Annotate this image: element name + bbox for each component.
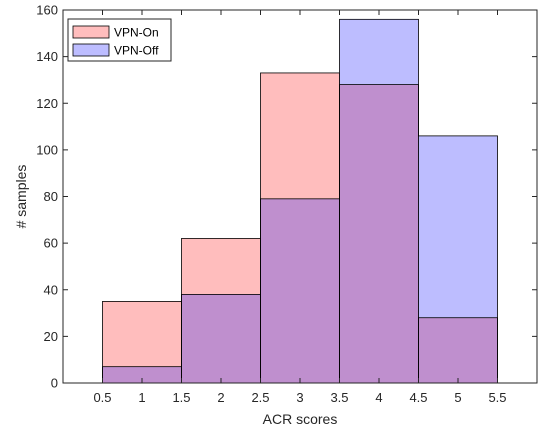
x-tick-label: 4.5	[409, 390, 427, 405]
bar-0-overlap	[102, 366, 182, 383]
y-tick-label: 80	[44, 189, 58, 204]
legend-swatch-vpn-on	[72, 25, 110, 39]
x-tick-label: 5.5	[488, 390, 506, 405]
x-tick-label: 5	[454, 390, 461, 405]
x-axis-label: ACR scores	[263, 411, 338, 427]
y-axis-label: # samples	[13, 165, 29, 229]
y-tick-label: 120	[36, 96, 58, 111]
legend: VPN-On VPN-Off	[67, 18, 172, 62]
bar-1-overlap	[181, 294, 261, 383]
legend-entry-vpn-off: VPN-Off	[114, 44, 159, 58]
bar-3-upper	[339, 19, 419, 85]
bar-4-upper	[418, 135, 498, 318]
x-tick-label: 1.5	[172, 390, 190, 405]
y-tick-label: 40	[44, 282, 58, 297]
x-tick-label: 2	[217, 390, 224, 405]
bar-2-upper	[260, 72, 340, 199]
bars-layer	[102, 18, 498, 384]
y-tick-label: 140	[36, 49, 58, 64]
y-tick-label: 160	[36, 3, 58, 18]
x-tick-label: 3	[296, 390, 303, 405]
x-tick-label: 3.5	[330, 390, 348, 405]
y-tick-label: 60	[44, 236, 58, 251]
x-tick-label: 1	[138, 390, 145, 405]
y-tick-label: 20	[44, 329, 58, 344]
bar-0-upper	[102, 301, 182, 367]
bar-3-overlap	[339, 84, 419, 383]
y-tick-label: 100	[36, 142, 58, 157]
legend-swatch-vpn-off	[72, 43, 110, 57]
bar-2-overlap	[260, 198, 340, 383]
bar-4-overlap	[418, 317, 498, 383]
x-tick-label: 2.5	[251, 390, 269, 405]
y-tick-label: 0	[51, 376, 58, 391]
x-tick-label: 4	[375, 390, 382, 405]
x-tick-label: 0.5	[93, 390, 111, 405]
bar-1-upper	[181, 238, 261, 295]
legend-entry-vpn-on: VPN-On	[114, 26, 159, 40]
ticks-layer: 0.5 1 1.5 2 2.5 3 3.5 4 4.5 5 5.5 0 20 40 60 80 100 120 14…	[36, 3, 537, 405]
